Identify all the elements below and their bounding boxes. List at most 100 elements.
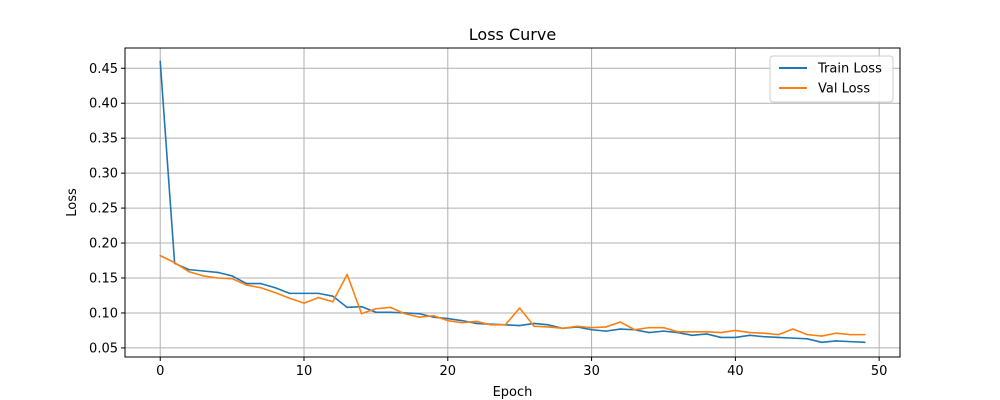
- data-point: [317, 292, 320, 295]
- data-point: [490, 324, 492, 326]
- data-point: [418, 316, 420, 318]
- data-point: [389, 306, 392, 309]
- y-axis-title: Loss: [65, 188, 80, 217]
- data-point: [792, 328, 794, 330]
- data-point: [763, 335, 765, 338]
- data-point: [331, 295, 334, 297]
- data-point: [216, 271, 219, 274]
- data-point: [734, 336, 737, 339]
- data-point: [418, 312, 420, 315]
- data-point: [403, 312, 406, 315]
- data-point: [446, 319, 449, 322]
- series-val-loss: [159, 254, 866, 337]
- series-line: [159, 254, 865, 337]
- data-point: [432, 316, 435, 318]
- data-point: [820, 335, 823, 337]
- data-point: [720, 331, 722, 334]
- y-tick-label: 0.30: [89, 167, 118, 182]
- y-axis-ticks: 0.05 0.10 0.15 0.20 0.25 0.30 0.35 0.40 0.45: [89, 62, 125, 356]
- data-point: [547, 324, 550, 326]
- data-point: [662, 326, 665, 329]
- data-point: [202, 275, 205, 277]
- data-point: [518, 324, 521, 327]
- data-point: [188, 268, 190, 271]
- data-point: [260, 282, 262, 285]
- data-point: [288, 292, 291, 295]
- y-tick-label: 0.20: [89, 237, 118, 252]
- data-point: [835, 340, 837, 342]
- data-point: [274, 286, 277, 289]
- y-tick-label: 0.25: [89, 202, 118, 217]
- data-point: [303, 292, 305, 295]
- data-point: [590, 326, 593, 329]
- data-point: [806, 333, 809, 336]
- data-point: [806, 338, 809, 340]
- x-axis-title: Epoch: [493, 385, 533, 400]
- data-point: [173, 261, 176, 264]
- data-point: [432, 314, 435, 317]
- data-point: [475, 322, 478, 325]
- data-point: [533, 322, 535, 325]
- plot-frame: [124, 47, 901, 358]
- x-tick-label: 0: [156, 364, 164, 379]
- data-point: [734, 329, 737, 332]
- x-axis-ticks: 0 10 20 30 40 50: [156, 357, 887, 379]
- data-point: [691, 331, 694, 333]
- data-point: [216, 277, 219, 279]
- data-point: [159, 254, 162, 257]
- data-point: [720, 336, 722, 339]
- data-point: [849, 340, 852, 343]
- data-point: [777, 336, 780, 339]
- data-point: [303, 302, 305, 304]
- data-point: [863, 333, 866, 336]
- data-point: [633, 328, 636, 331]
- data-point: [777, 333, 780, 336]
- data-point: [346, 306, 348, 309]
- data-point: [590, 328, 593, 331]
- data-point: [691, 334, 694, 337]
- data-point: [288, 297, 291, 300]
- data-point: [705, 331, 708, 333]
- data-point: [763, 332, 765, 335]
- chart-title: Loss Curve: [469, 25, 556, 44]
- legend: Train Loss Val Loss: [769, 55, 894, 103]
- legend-label: Val Loss: [818, 82, 870, 97]
- data-point: [576, 325, 579, 328]
- y-tick-label: 0.15: [89, 272, 118, 287]
- data-point: [389, 311, 392, 314]
- data-point: [274, 291, 277, 294]
- y-tick-label: 0.35: [89, 132, 118, 147]
- data-point: [533, 325, 535, 328]
- data-point: [705, 333, 708, 335]
- data-point: [547, 326, 550, 328]
- series-line: [159, 61, 865, 344]
- data-point: [792, 337, 794, 339]
- data-point: [504, 324, 507, 326]
- data-point: [648, 326, 650, 329]
- data-point: [863, 341, 866, 344]
- series-train-loss: [159, 60, 866, 344]
- data-point: [375, 307, 377, 310]
- data-point: [605, 330, 607, 332]
- y-tick-label: 0.45: [89, 62, 118, 77]
- data-point: [677, 331, 679, 333]
- y-tick-label: 0.40: [89, 97, 118, 112]
- y-tick-label: 0.10: [89, 306, 118, 321]
- data-point: [518, 307, 521, 309]
- data-point: [159, 60, 162, 63]
- data-point: [375, 311, 377, 314]
- data-point: [188, 270, 190, 273]
- data-point: [849, 333, 852, 336]
- data-point: [748, 331, 751, 334]
- data-point: [360, 312, 363, 315]
- data-point: [202, 270, 205, 272]
- x-tick-label: 20: [440, 364, 457, 379]
- data-point: [231, 277, 233, 280]
- series-lines: [159, 60, 866, 344]
- legend-label: Train Loss: [817, 62, 882, 77]
- data-point: [231, 275, 233, 277]
- data-point: [346, 273, 348, 276]
- data-point: [820, 341, 823, 344]
